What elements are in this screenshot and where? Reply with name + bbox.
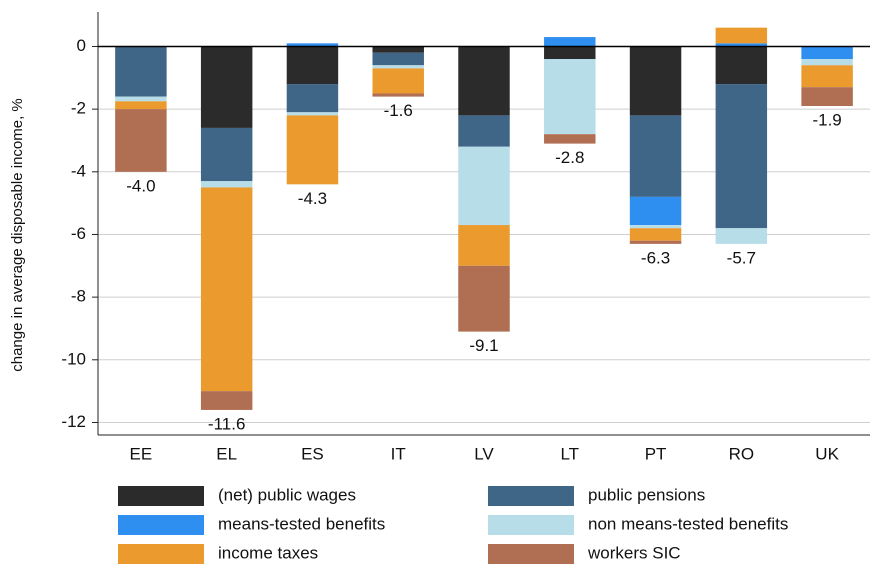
bar-segment	[115, 101, 167, 110]
total-label: -11.6	[208, 414, 246, 433]
legend-swatch	[118, 486, 204, 506]
legend-swatch	[488, 515, 574, 535]
bar-segment	[286, 84, 339, 113]
bar-segment	[801, 87, 853, 106]
bar-segment	[801, 65, 853, 88]
bar-segment	[115, 109, 167, 172]
legend-label: (net) public wages	[218, 485, 356, 504]
bar-segment	[115, 46, 167, 97]
y-tick-label: -2	[71, 99, 86, 118]
bar-segment	[801, 46, 853, 59]
y-tick-label: -4	[71, 161, 86, 180]
x-tick-label: EE	[130, 444, 153, 463]
bar-segment	[286, 46, 339, 85]
bar-segment	[286, 115, 339, 185]
bar-segment	[372, 93, 424, 97]
bar-segment	[372, 65, 424, 69]
x-tick-label: RO	[729, 444, 755, 463]
bar-segment	[715, 228, 768, 244]
total-label: -1.6	[384, 101, 413, 120]
legend-swatch	[488, 544, 574, 564]
bar-segment	[629, 115, 682, 197]
y-tick-label: -8	[71, 287, 86, 306]
total-label: -6.3	[641, 248, 670, 267]
bar-segment	[200, 46, 253, 128]
legend-swatch	[488, 486, 574, 506]
legend-label: income taxes	[218, 543, 318, 562]
y-tick-label: -6	[71, 224, 86, 243]
bar-segment	[115, 96, 167, 102]
y-tick-label: -12	[61, 412, 86, 431]
bar-segment	[458, 115, 510, 147]
total-label: -4.0	[126, 176, 155, 195]
bar-segment	[629, 196, 682, 226]
y-axis-title: change in average disposable income, %	[9, 98, 26, 372]
bar-segment	[372, 52, 424, 66]
bar-segment	[544, 37, 596, 47]
bar-segment	[801, 59, 853, 66]
bar-segment	[458, 265, 510, 332]
bar-segment	[544, 59, 596, 135]
legend-label: public pensions	[588, 485, 705, 504]
legend-label: workers SIC	[587, 543, 681, 562]
bar-segment	[200, 181, 253, 188]
total-label: -5.7	[727, 248, 756, 267]
bar-segment	[715, 84, 768, 229]
y-tick-label: -10	[61, 349, 86, 368]
total-label: -9.1	[469, 336, 498, 355]
legend-label: non means-tested benefits	[588, 514, 788, 533]
bar-segment	[629, 228, 682, 241]
x-tick-label: LT	[560, 444, 579, 463]
bar-segment	[715, 43, 768, 47]
bar-segment	[200, 391, 253, 410]
total-label: -1.9	[812, 110, 841, 129]
legend-swatch	[118, 544, 204, 564]
total-label: -4.3	[298, 189, 327, 208]
y-tick-label: 0	[77, 36, 86, 55]
bar-segment	[629, 225, 682, 229]
bar-segment	[544, 134, 596, 144]
x-tick-label: PT	[645, 444, 667, 463]
bar-segment	[372, 68, 424, 94]
bar-segment	[458, 46, 510, 116]
bar-segment	[200, 187, 253, 392]
total-label: -2.8	[555, 148, 584, 167]
bar-segment	[629, 46, 682, 116]
bar-segment	[286, 112, 339, 116]
bar-segment	[715, 46, 768, 85]
bar-segment	[200, 127, 253, 182]
legend-label: means-tested benefits	[218, 514, 385, 533]
bar-segment	[629, 240, 682, 244]
bar-segment	[286, 43, 339, 47]
bar-segment	[458, 146, 510, 226]
x-tick-label: LV	[474, 444, 494, 463]
bar-segment	[715, 27, 768, 44]
x-tick-label: UK	[815, 444, 839, 463]
x-tick-label: ES	[301, 444, 324, 463]
legend-swatch	[118, 515, 204, 535]
x-tick-label: EL	[216, 444, 237, 463]
bar-segment	[544, 46, 596, 59]
bar-segment	[372, 46, 424, 53]
bar-segment	[458, 225, 510, 266]
x-tick-label: IT	[391, 444, 406, 463]
